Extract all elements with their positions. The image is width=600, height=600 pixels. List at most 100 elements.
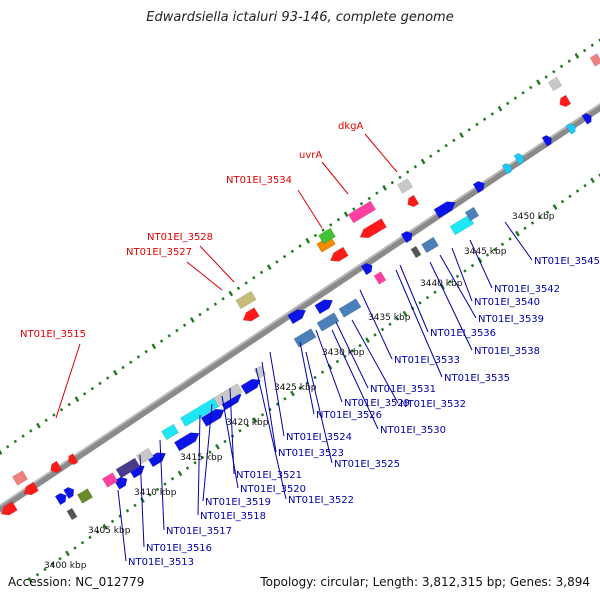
outer-tick	[497, 105, 503, 112]
top-leader-4	[186, 261, 223, 291]
gene-forward-2-shape	[76, 488, 94, 504]
ruler-label-3445: 3445 kbp	[464, 247, 507, 257]
inner-tick	[88, 535, 92, 540]
bottom-leader-3	[439, 254, 477, 319]
top-label-0: dkgA	[338, 121, 363, 132]
inner-tick	[373, 333, 377, 337]
outer-tick	[521, 91, 525, 95]
inner-tick	[380, 327, 385, 332]
genome-backbone	[0, 103, 600, 513]
outer-tick	[382, 185, 387, 191]
outer-tick	[544, 75, 548, 79]
outer-tick	[390, 180, 395, 185]
gene-forward-16	[513, 153, 524, 165]
gene-block-4-shape	[213, 383, 243, 407]
bottom-label-7: NT01EI_3533	[394, 355, 460, 366]
gene-forward-11	[314, 299, 334, 315]
bottom-label-1: NT01EI_3542	[494, 284, 560, 295]
outer-tick	[275, 260, 279, 264]
ruler-label-3400: 3400 kbp	[44, 561, 87, 571]
outer-tick	[175, 328, 179, 333]
inner-tick	[508, 237, 512, 241]
bottom-label-9: NT01EI_3531	[370, 384, 436, 395]
gene-reverse-7	[329, 246, 349, 262]
outer-tick	[29, 429, 33, 433]
outer-tick	[290, 249, 295, 254]
inner-tick	[463, 269, 467, 273]
bottom-label-10: NT01EI_3530	[380, 425, 446, 436]
inner-tick	[402, 310, 408, 317]
gene-block-6	[293, 328, 317, 348]
outer-tick	[375, 191, 379, 195]
outer-tick	[590, 43, 595, 48]
inner-tick	[95, 530, 100, 534]
inner-tick	[545, 210, 550, 215]
gene-forward-17	[541, 135, 552, 147]
bottom-leader-2	[451, 247, 473, 302]
gene-forward-11-shape	[314, 299, 334, 315]
outer-tick	[529, 85, 533, 90]
gene-reverse-9-shape	[318, 227, 336, 245]
gene-forward-20-shape	[360, 262, 373, 276]
outer-tick	[244, 281, 248, 285]
outer-tick	[82, 392, 87, 396]
inner-tick	[35, 572, 40, 577]
inner-tick	[185, 466, 190, 470]
outer-tick	[329, 223, 333, 227]
bottom-leader-18	[221, 395, 239, 489]
gene-reverse-11-shape	[347, 200, 377, 224]
outer-tick	[221, 297, 225, 301]
inner-tick	[223, 439, 227, 444]
top-label-5: NT01EI_3515	[20, 329, 86, 340]
inner-tick	[433, 290, 437, 294]
gene-block-4	[213, 383, 243, 407]
gene-block-11-shape	[449, 214, 475, 236]
bottom-leader-6	[395, 269, 443, 378]
bottom-leader-21	[159, 439, 165, 531]
bottom-leader-20	[197, 414, 201, 516]
outer-tick	[559, 64, 564, 69]
top-label-2: NT01EI_3534	[226, 175, 292, 186]
outer-tick	[67, 402, 71, 407]
gene-forward-12	[400, 230, 413, 244]
outer-tick	[205, 307, 210, 312]
inner-tick	[193, 461, 197, 465]
outer-tick	[459, 132, 464, 138]
feature-track	[0, 53, 600, 521]
inner-tick	[163, 482, 167, 486]
outer-tick	[98, 381, 102, 386]
gene-forward-19	[581, 113, 592, 125]
gene-reverse-12-shape	[407, 194, 420, 208]
gene-block-15	[66, 507, 78, 521]
gene-block-6-shape	[293, 328, 317, 348]
top-leader-3	[199, 245, 235, 283]
gene-forward-14	[472, 180, 485, 194]
ruler-label-3405: 3405 kbp	[88, 526, 131, 536]
gene-forward-16-shape	[513, 153, 524, 165]
gene-reverse-13-shape	[396, 178, 414, 194]
gene-forward-6-shape	[173, 432, 200, 452]
outer-tick	[90, 386, 95, 391]
outer-tick	[343, 211, 349, 218]
gene-block-12	[464, 206, 480, 222]
gene-block-2	[161, 423, 179, 441]
outer-tick	[36, 422, 41, 429]
gene-reverse-16	[589, 53, 600, 67]
bottom-leader-4	[429, 261, 473, 351]
inner-tick	[43, 567, 47, 572]
gene-block-10	[410, 245, 422, 259]
outer-tick	[513, 96, 518, 100]
bottom-leader-9	[335, 321, 369, 389]
outer-tick	[21, 434, 25, 438]
outer-tick	[352, 207, 356, 211]
gene-forward-18	[565, 123, 576, 135]
inner-tick	[575, 189, 580, 193]
outer-tick	[359, 202, 364, 206]
gene-reverse-10	[359, 218, 387, 239]
gene-forward-13-shape	[433, 201, 456, 219]
gene-forward-7-shape	[200, 408, 225, 427]
inner-tick	[148, 493, 152, 497]
inner-tick	[65, 550, 70, 557]
inner-tick	[260, 413, 265, 417]
inner-tick	[395, 317, 400, 321]
